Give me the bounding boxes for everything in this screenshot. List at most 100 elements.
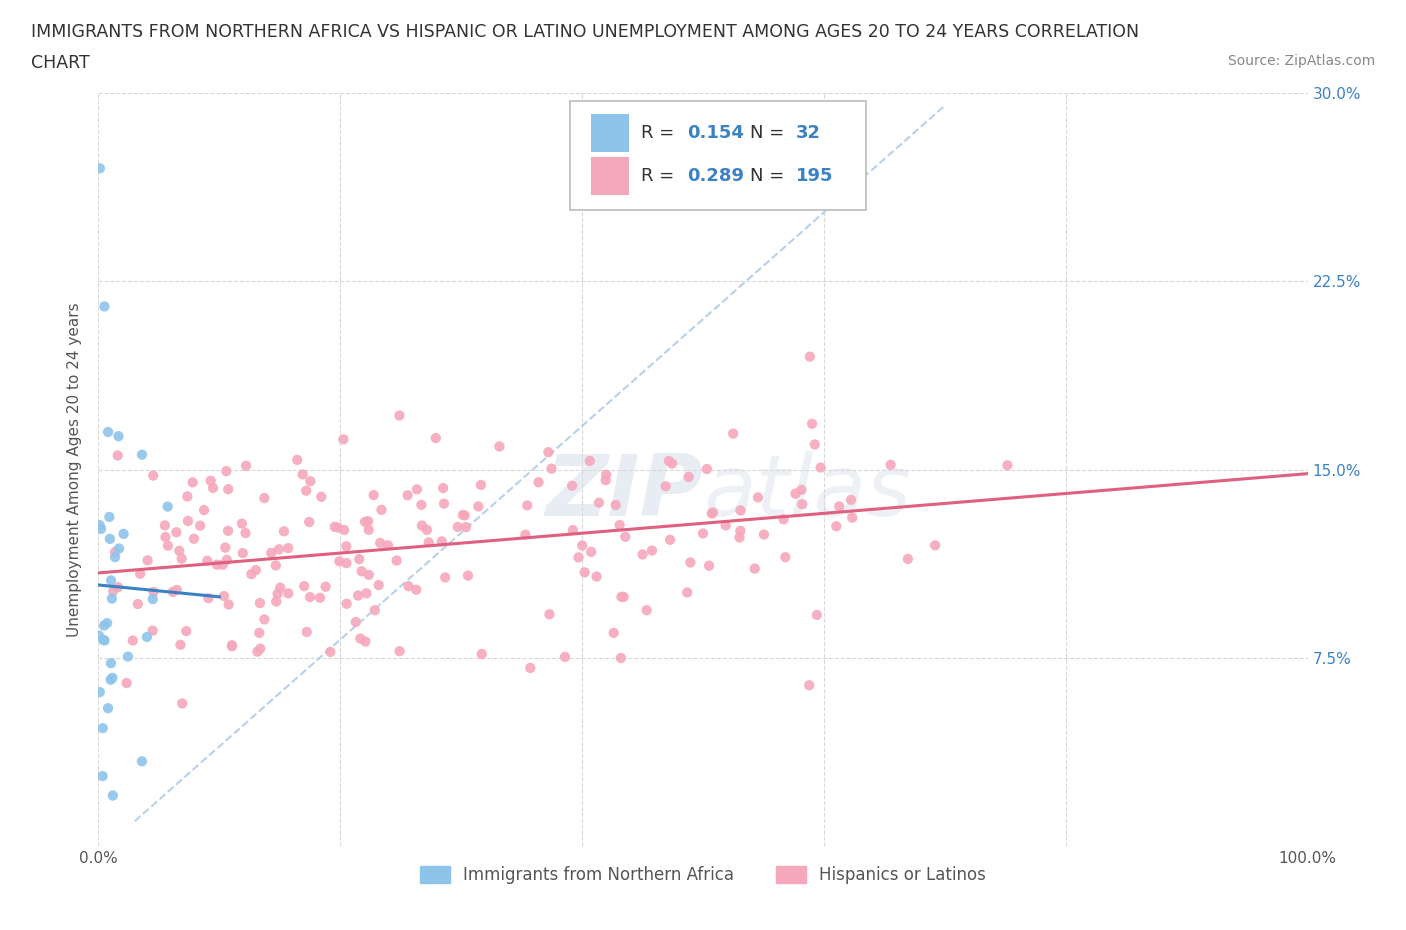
- Point: [200, 473, 222, 488]
- Text: atlas: atlas: [703, 451, 911, 534]
- Point: [170, 551, 193, 566]
- Point: [801, 417, 824, 432]
- Point: [215, 552, 238, 567]
- Point: [661, 456, 683, 471]
- Point: [202, 481, 225, 496]
- Point: [396, 488, 419, 503]
- Point: [405, 582, 427, 597]
- Point: [96, 616, 118, 631]
- Point: [804, 437, 827, 452]
- Text: N =: N =: [751, 166, 790, 185]
- Point: [136, 553, 159, 568]
- Point: [605, 498, 627, 512]
- Point: [215, 464, 238, 479]
- Point: [447, 520, 470, 535]
- Point: [676, 585, 699, 600]
- Point: [311, 489, 333, 504]
- Point: [129, 566, 152, 581]
- Point: [658, 454, 681, 469]
- Text: IMMIGRANTS FROM NORTHERN AFRICA VS HISPANIC OR LATINO UNEMPLOYMENT AMONG AGES 20: IMMIGRANTS FROM NORTHERN AFRICA VS HISPA…: [31, 23, 1139, 41]
- Point: [470, 477, 492, 492]
- FancyBboxPatch shape: [569, 100, 866, 210]
- Point: [519, 660, 541, 675]
- Point: [335, 538, 357, 553]
- Point: [177, 513, 200, 528]
- FancyBboxPatch shape: [591, 157, 630, 194]
- Point: [714, 518, 737, 533]
- Point: [166, 582, 188, 597]
- Point: [595, 467, 617, 482]
- Point: [131, 754, 153, 769]
- Point: [249, 641, 271, 656]
- Point: [471, 646, 494, 661]
- Point: [775, 550, 797, 565]
- Point: [806, 607, 828, 622]
- Point: [104, 545, 127, 560]
- Point: [370, 502, 392, 517]
- Point: [328, 554, 350, 569]
- Point: [169, 637, 191, 652]
- Point: [112, 526, 135, 541]
- Point: [108, 541, 131, 556]
- Point: [696, 461, 718, 476]
- Point: [156, 538, 179, 553]
- FancyBboxPatch shape: [591, 114, 630, 152]
- Point: [467, 499, 489, 514]
- Point: [277, 586, 299, 601]
- Text: CHART: CHART: [31, 54, 90, 72]
- Point: [636, 603, 658, 618]
- Point: [260, 546, 283, 561]
- Point: [103, 584, 125, 599]
- Point: [100, 656, 122, 671]
- Point: [574, 565, 596, 579]
- Point: [249, 595, 271, 610]
- Point: [610, 590, 633, 604]
- Text: 0.289: 0.289: [688, 166, 744, 185]
- Point: [432, 481, 454, 496]
- Point: [700, 506, 723, 521]
- Point: [136, 630, 159, 644]
- Point: [792, 497, 814, 512]
- Point: [839, 492, 862, 507]
- Point: [451, 508, 474, 523]
- Point: [107, 429, 129, 444]
- Point: [142, 584, 165, 599]
- Point: [253, 491, 276, 506]
- Point: [217, 524, 239, 538]
- Point: [377, 538, 399, 552]
- Point: [98, 510, 121, 525]
- Point: [752, 527, 775, 542]
- Point: [273, 524, 295, 538]
- Point: [295, 484, 318, 498]
- Point: [91, 768, 114, 783]
- Point: [197, 591, 219, 605]
- Point: [388, 644, 411, 658]
- Point: [344, 615, 367, 630]
- Point: [425, 431, 447, 445]
- Point: [221, 639, 243, 654]
- Point: [235, 458, 257, 473]
- Point: [115, 675, 138, 690]
- Text: 0.154: 0.154: [688, 124, 744, 142]
- Point: [357, 567, 380, 582]
- Point: [349, 631, 371, 646]
- Point: [841, 511, 863, 525]
- Point: [309, 591, 332, 605]
- Point: [298, 514, 321, 529]
- Point: [298, 590, 321, 604]
- Point: [183, 531, 205, 546]
- Point: [453, 508, 475, 523]
- Point: [995, 458, 1018, 472]
- Point: [253, 612, 276, 627]
- Point: [416, 523, 439, 538]
- Text: R =: R =: [641, 166, 681, 185]
- Point: [97, 424, 120, 439]
- Point: [799, 349, 821, 364]
- Point: [232, 546, 254, 561]
- Point: [388, 408, 411, 423]
- Point: [515, 527, 537, 542]
- Point: [267, 542, 290, 557]
- Point: [721, 426, 744, 441]
- Point: [454, 520, 477, 535]
- Point: [697, 558, 720, 573]
